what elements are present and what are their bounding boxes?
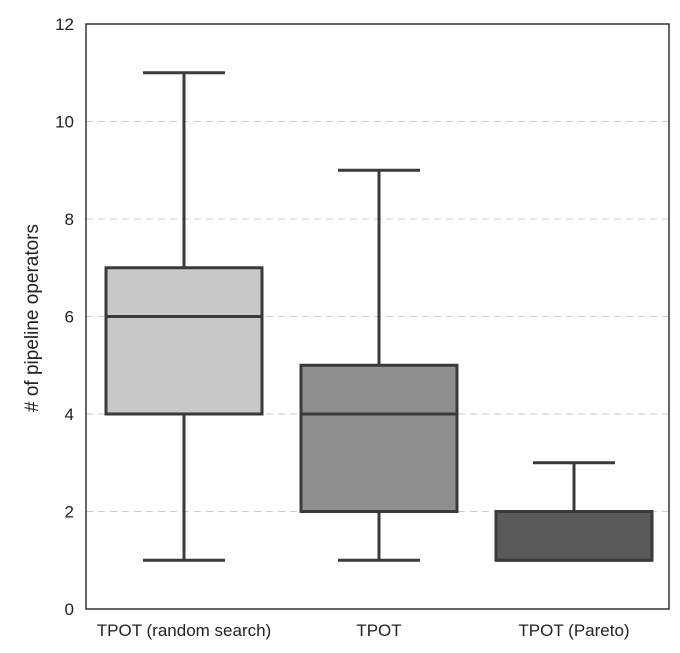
box-layer (104, 71, 654, 562)
box-body (299, 363, 459, 513)
y-tick-labels: 0 2 4 6 8 10 12 (55, 15, 74, 619)
x-tick-label: TPOT (Pareto) (518, 621, 629, 640)
box-body (494, 510, 654, 562)
box-2 (494, 461, 654, 562)
x-tick-label: TPOT (random search) (97, 621, 271, 640)
x-tick-label: TPOT (356, 621, 401, 640)
y-tick-label: 6 (65, 308, 74, 327)
x-tick-labels: TPOT (random search) TPOT TPOT (Pareto) (97, 621, 630, 640)
y-tick-label: 2 (65, 503, 74, 522)
plot-frame (85, 23, 670, 610)
y-axis-title: # of pipeline operators (22, 224, 43, 412)
y-tick-label: 10 (55, 113, 74, 132)
y-tick-label: 12 (55, 15, 74, 34)
box-0 (104, 71, 264, 562)
box-1 (299, 168, 459, 562)
box-body (104, 266, 264, 416)
y-tick-label: 0 (65, 600, 74, 619)
y-tick-label: 4 (65, 405, 74, 424)
y-tick-label: 8 (65, 210, 74, 229)
